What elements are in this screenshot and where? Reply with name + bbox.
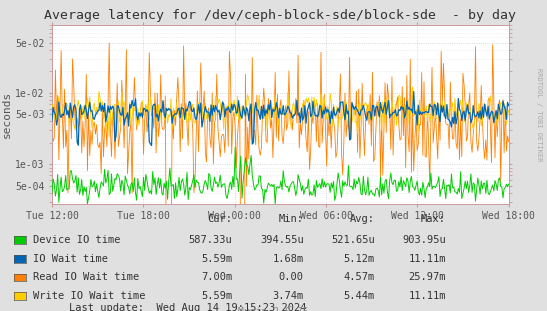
Text: 394.55u: 394.55u	[260, 235, 304, 245]
Text: Read IO Wait time: Read IO Wait time	[33, 272, 139, 282]
Text: Munin 2.0.75: Munin 2.0.75	[238, 307, 309, 311]
Y-axis label: seconds: seconds	[2, 91, 12, 138]
Text: RRDTOOL / TOBI OETIKER: RRDTOOL / TOBI OETIKER	[536, 68, 542, 162]
Text: Avg:: Avg:	[350, 214, 375, 224]
Text: 5.59m: 5.59m	[201, 254, 232, 264]
Text: 3.74m: 3.74m	[272, 291, 304, 301]
Text: 7.00m: 7.00m	[201, 272, 232, 282]
Text: 1.68m: 1.68m	[272, 254, 304, 264]
Text: 903.95u: 903.95u	[402, 235, 446, 245]
Text: Max:: Max:	[421, 214, 446, 224]
Text: 4.57m: 4.57m	[344, 272, 375, 282]
Text: 587.33u: 587.33u	[189, 235, 232, 245]
Text: 5.12m: 5.12m	[344, 254, 375, 264]
Text: Cur:: Cur:	[207, 214, 232, 224]
Text: 5.59m: 5.59m	[201, 291, 232, 301]
Title: Average latency for /dev/ceph-block-sde/block-sde  - by day: Average latency for /dev/ceph-block-sde/…	[44, 9, 516, 22]
Text: Write IO Wait time: Write IO Wait time	[33, 291, 146, 301]
Text: 25.97m: 25.97m	[408, 272, 446, 282]
Text: 11.11m: 11.11m	[408, 254, 446, 264]
Text: 0.00: 0.00	[278, 272, 304, 282]
Text: Device IO time: Device IO time	[33, 235, 120, 245]
Text: Min:: Min:	[278, 214, 304, 224]
Text: IO Wait time: IO Wait time	[33, 254, 108, 264]
Text: 5.44m: 5.44m	[344, 291, 375, 301]
Text: 11.11m: 11.11m	[408, 291, 446, 301]
Text: 521.65u: 521.65u	[331, 235, 375, 245]
Text: Last update:  Wed Aug 14 19:15:23 2024: Last update: Wed Aug 14 19:15:23 2024	[69, 303, 306, 311]
